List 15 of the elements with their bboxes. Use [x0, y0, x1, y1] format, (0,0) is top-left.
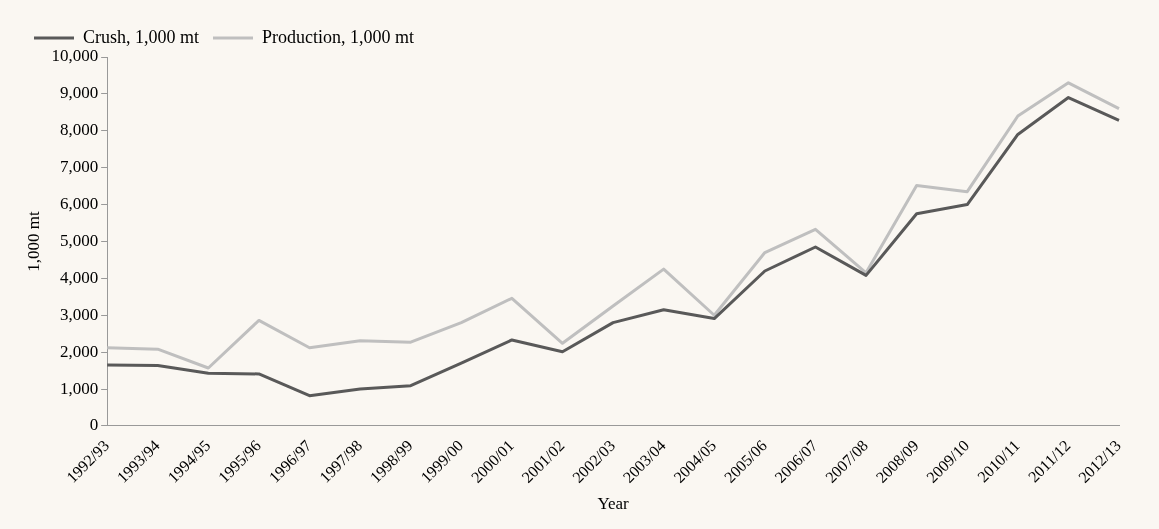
- y-tick-label: 4,000: [59, 267, 99, 287]
- y-tick-label: 8,000: [59, 120, 99, 140]
- legend-label: Production, 1,000 mt: [262, 26, 415, 47]
- y-axis-title: 1,000 mt: [23, 210, 43, 272]
- y-tick-label: 0: [89, 415, 99, 435]
- y-tick-label: 10,000: [51, 46, 99, 66]
- y-tick-label: 9,000: [59, 83, 99, 103]
- y-tick-label: 1,000: [59, 378, 99, 398]
- y-tick-label: 5,000: [59, 230, 99, 250]
- y-tick-label: 7,000: [59, 157, 99, 177]
- y-tick-label: 6,000: [59, 194, 99, 214]
- y-tick-label: 2,000: [59, 341, 99, 361]
- legend-label: Crush, 1,000 mt: [83, 26, 200, 47]
- y-tick-label: 3,000: [59, 304, 99, 324]
- x-axis-title: Year: [597, 494, 630, 514]
